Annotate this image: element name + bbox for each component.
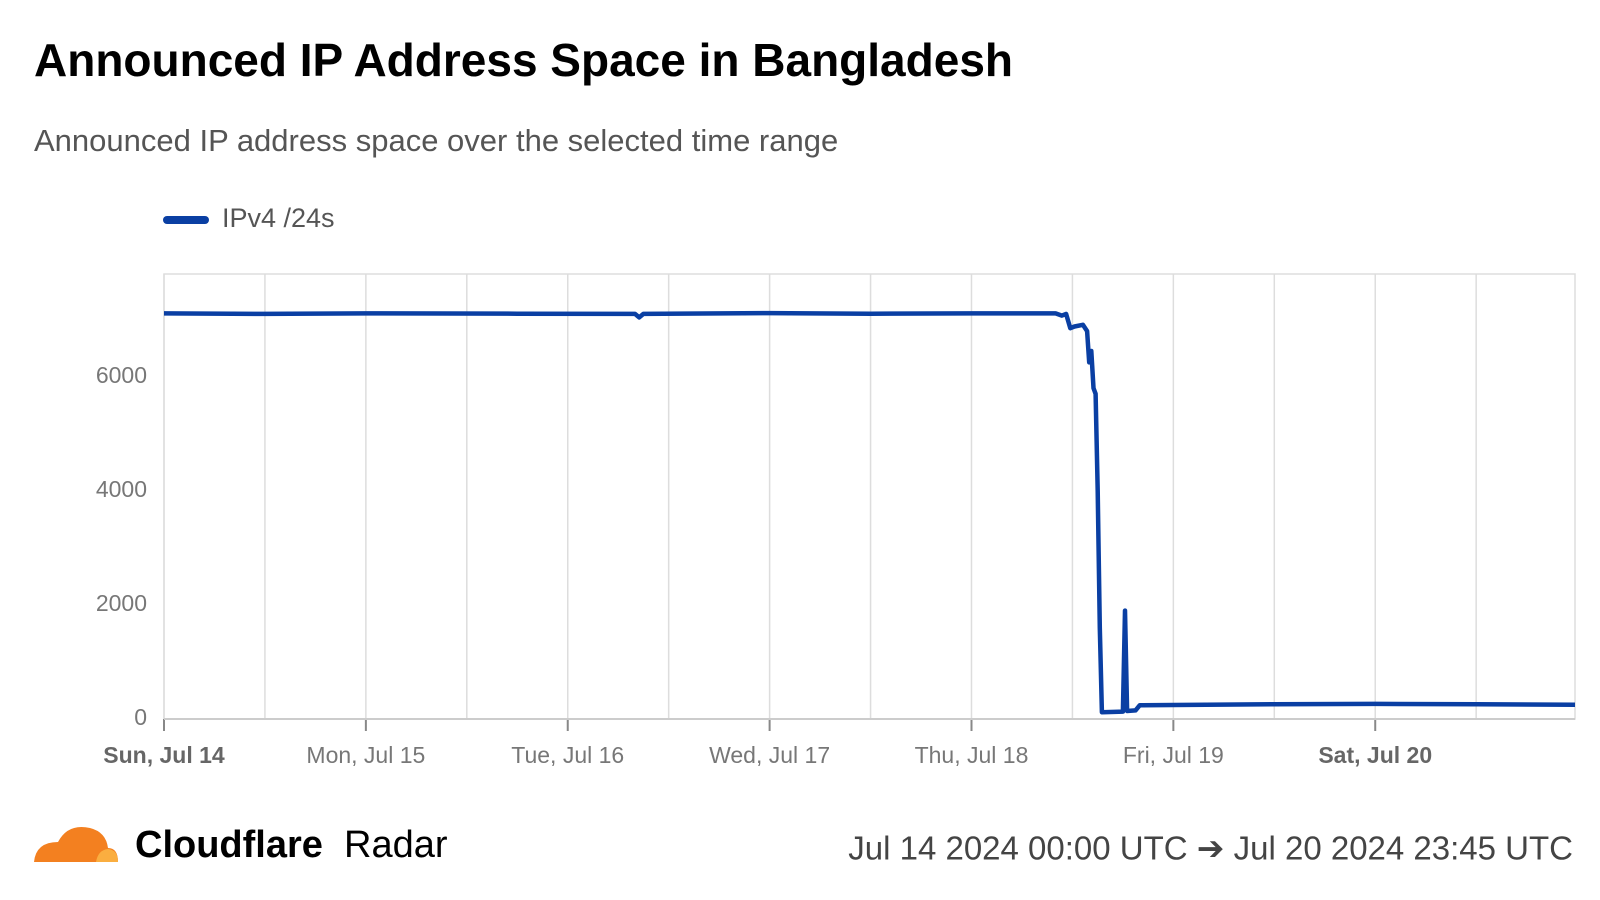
legend-label: IPv4 /24s (222, 203, 335, 233)
y-tick-label: 6000 (96, 362, 147, 388)
brand-name: Cloudflare (135, 824, 323, 866)
y-tick-label: 0 (134, 704, 147, 730)
data-line (163, 310, 1576, 715)
footer-logo (34, 826, 118, 862)
product-name: Radar (344, 824, 448, 866)
plot-frame (163, 273, 1576, 720)
chart-subtitle: Announced IP address space over the sele… (34, 123, 838, 158)
x-tick-label: Wed, Jul 17 (709, 742, 830, 768)
x-tick-label: Thu, Jul 18 (915, 742, 1029, 768)
x-tick-label: Fri, Jul 19 (1123, 742, 1224, 768)
x-tick-label: Sat, Jul 20 (1318, 742, 1432, 768)
x-tick-label: Tue, Jul 16 (511, 742, 624, 768)
y-tick-label: 2000 (96, 590, 147, 616)
y-tick-label: 4000 (96, 476, 147, 502)
date-range: Jul 14 2024 00:00 UTC ➔ Jul 20 2024 23:4… (848, 830, 1573, 867)
chart-title: Announced IP Address Space in Bangladesh (34, 34, 1013, 86)
x-tick-label: Sun, Jul 14 (103, 742, 225, 768)
x-tick-label: Mon, Jul 15 (306, 742, 425, 768)
